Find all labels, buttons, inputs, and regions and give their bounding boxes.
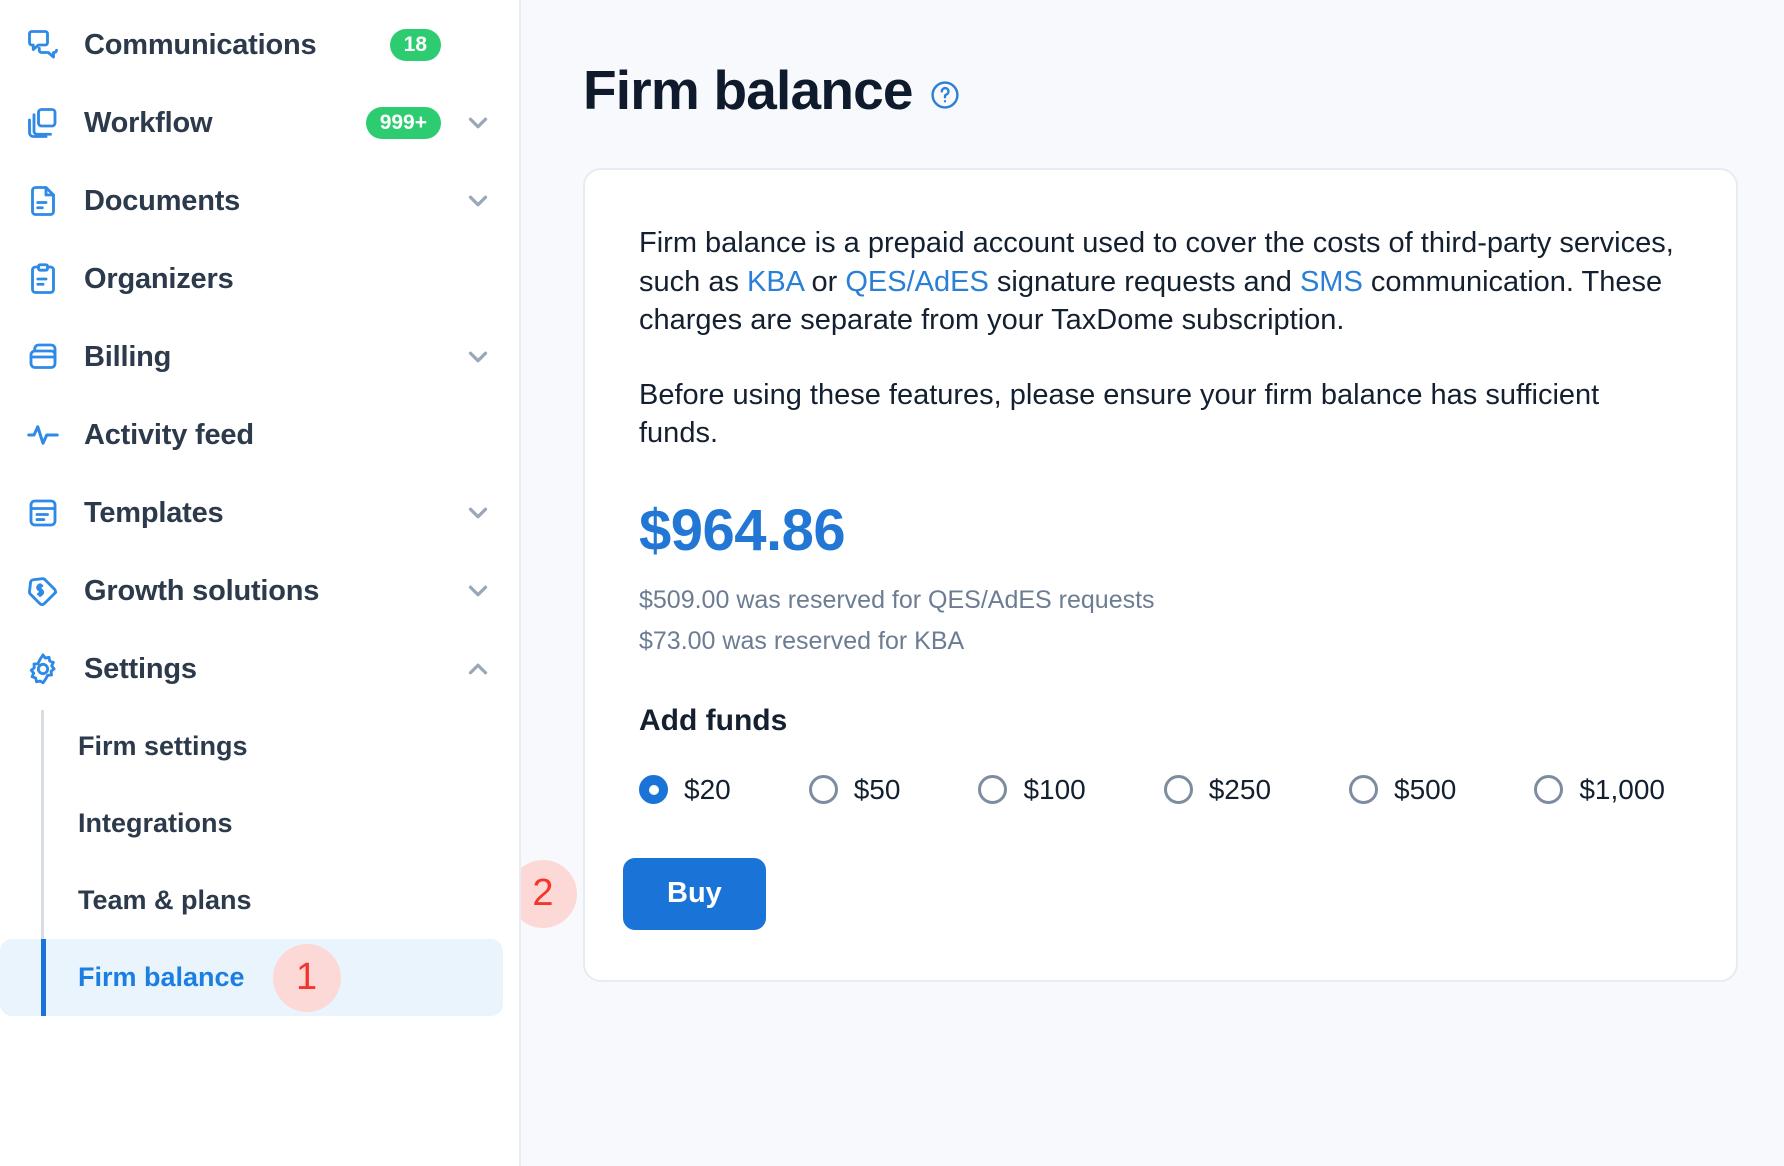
sidebar-item-label: Workflow <box>84 106 213 139</box>
document-icon <box>24 182 62 220</box>
settings-submenu: Firm settings Integrations Team & plans … <box>0 708 519 1016</box>
pulse-icon <box>24 416 62 454</box>
kba-link[interactable]: KBA <box>747 265 804 298</box>
sidebar-item-integrations[interactable]: Integrations <box>0 785 503 862</box>
sidebar-item-label: Organizers <box>84 262 234 295</box>
radio-dot-icon <box>639 775 668 805</box>
reserved-kba: $73.00 was reserved for KBA <box>639 626 965 655</box>
card-paragraph-1: Firm balance is a prepaid account used t… <box>639 224 1680 340</box>
layers-icon <box>24 104 62 142</box>
radio-label: $20 <box>684 773 731 805</box>
paragraph-1-part-3: signature requests and <box>988 265 1300 298</box>
radio-label: $100 <box>1023 773 1086 805</box>
qes-ades-link[interactable]: QES/AdES <box>845 265 989 298</box>
sidebar-item-label: Activity feed <box>84 418 254 451</box>
sidebar-item-label: Templates <box>84 496 224 529</box>
radio-label: $500 <box>1394 773 1457 805</box>
radio-dot-icon <box>1349 775 1379 805</box>
sidebar-item-firm-balance[interactable]: Firm balance 1 <box>0 939 503 1016</box>
main-content: Firm balance Firm balance is a prepaid a… <box>521 0 1784 1166</box>
paragraph-1-part-1: Firm balance is a prepaid account used t… <box>639 227 1674 298</box>
add-funds-radio-group: $20 $50 $100 $250 $500 <box>639 774 1680 806</box>
radio-option-1000[interactable]: $1,000 <box>1534 774 1665 806</box>
sidebar-item-label: Growth solutions <box>84 574 320 607</box>
sidebar-item-growth-solutions[interactable]: Growth solutions <box>0 552 519 630</box>
sidebar-item-label: Communications <box>84 28 317 61</box>
sidebar-item-communications[interactable]: Communications 18 <box>0 6 519 84</box>
chevron-down-icon[interactable] <box>461 574 495 608</box>
clipboard-icon <box>24 260 62 298</box>
radio-label: $1,000 <box>1579 773 1665 805</box>
page-header: Firm balance <box>583 58 1738 122</box>
template-icon <box>24 494 62 532</box>
radio-option-50[interactable]: $50 <box>808 773 901 806</box>
add-funds-title: Add funds <box>639 703 788 737</box>
sidebar-item-label: Billing <box>84 340 172 373</box>
buy-row: 2 Buy <box>521 857 1680 930</box>
card-stack-icon <box>24 338 62 376</box>
sidebar: Communications 18 Workflow 999+ <box>0 0 521 1166</box>
sub-item-label: Team & plans <box>78 885 252 915</box>
paragraph-1-part-4: communication. These charges are separat… <box>639 265 1663 337</box>
step-marker-1: 1 <box>272 943 341 1012</box>
chevron-down-icon[interactable] <box>461 184 495 218</box>
radio-dot-icon <box>808 775 838 805</box>
price-tag-icon <box>24 572 62 610</box>
sidebar-item-documents[interactable]: Documents <box>0 162 519 240</box>
sidebar-item-activity-feed[interactable]: Activity feed <box>0 396 519 474</box>
chevron-down-icon[interactable] <box>461 496 495 530</box>
page-title: Firm balance <box>583 59 914 121</box>
sidebar-item-team-and-plans[interactable]: Team & plans <box>0 862 503 939</box>
sub-item-label: Firm settings <box>78 731 248 761</box>
sidebar-item-firm-settings[interactable]: Firm settings <box>0 708 503 785</box>
radio-dot-icon <box>1163 775 1193 805</box>
radio-option-250[interactable]: $250 <box>1163 773 1272 806</box>
radio-option-500[interactable]: $500 <box>1349 774 1456 806</box>
sidebar-item-label: Settings <box>84 652 197 685</box>
balance-amount: $964.86 <box>639 497 846 563</box>
sidebar-item-templates[interactable]: Templates <box>0 474 519 552</box>
question-mark-circle-icon[interactable] <box>929 79 961 111</box>
sidebar-item-billing[interactable]: Billing <box>0 318 519 396</box>
card-paragraph-2: Before using these features, please ensu… <box>639 378 1600 450</box>
step-marker-2: 2 <box>521 859 577 928</box>
radio-option-20[interactable]: $20 <box>639 774 731 806</box>
sub-item-label: Firm balance <box>78 962 245 992</box>
radio-dot-icon <box>978 775 1008 805</box>
chat-bubbles-icon <box>24 26 62 64</box>
chevron-down-icon[interactable] <box>461 106 495 140</box>
sidebar-item-label: Documents <box>84 184 241 217</box>
buy-button[interactable]: Buy <box>623 857 766 930</box>
sms-link[interactable]: SMS <box>1299 265 1363 298</box>
radio-option-100[interactable]: $100 <box>978 773 1086 806</box>
chevron-down-icon[interactable] <box>461 340 495 374</box>
radio-label: $250 <box>1208 773 1272 805</box>
chevron-up-icon[interactable] <box>461 652 495 686</box>
sidebar-item-settings[interactable]: Settings <box>0 630 519 708</box>
sidebar-item-workflow[interactable]: Workflow 999+ <box>0 84 519 162</box>
sub-item-label: Integrations <box>78 808 233 838</box>
firm-balance-card: Firm balance is a prepaid account used t… <box>521 168 1738 982</box>
radio-dot-icon <box>1534 775 1564 805</box>
radio-label: $50 <box>853 773 901 805</box>
communications-badge: 18 <box>389 29 441 61</box>
workflow-badge: 999+ <box>365 107 441 139</box>
reserved-qes-ades: $509.00 was reserved for QES/AdES reques… <box>639 585 1155 614</box>
sidebar-item-organizers[interactable]: Organizers <box>0 240 519 318</box>
paragraph-spacer <box>639 340 1680 376</box>
paragraph-1-part-2: or <box>803 265 846 298</box>
gear-icon <box>24 650 62 688</box>
